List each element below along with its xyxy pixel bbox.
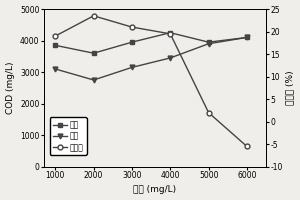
Y-axis label: 去除率 (%): 去除率 (%): [285, 71, 294, 105]
Y-axis label: COD (mg/L): COD (mg/L): [6, 62, 15, 114]
X-axis label: 盐度 (mg/L): 盐度 (mg/L): [134, 185, 176, 194]
Legend: 进水, 出水, 去除率: 进水, 出水, 去除率: [50, 117, 87, 155]
